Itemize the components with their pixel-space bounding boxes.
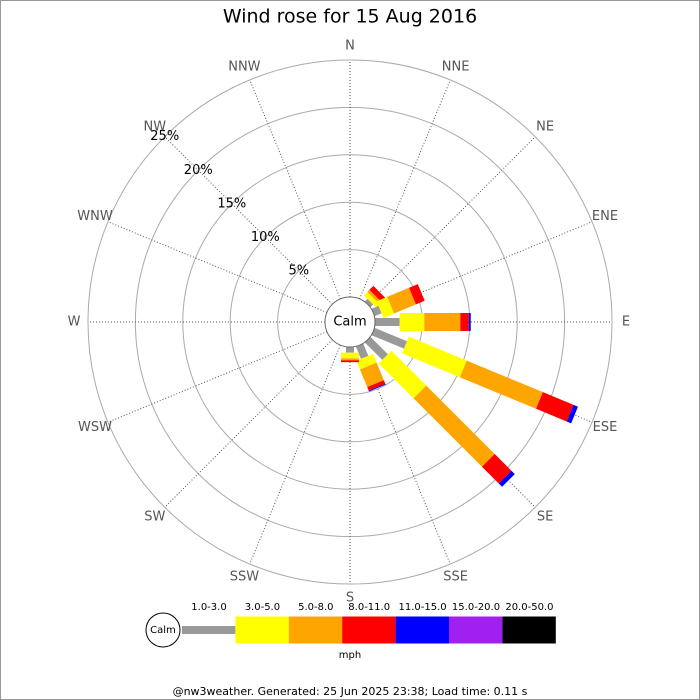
direction-label: N xyxy=(345,39,355,54)
r-tick-label: 5% xyxy=(288,263,309,278)
bar-segment xyxy=(371,327,408,349)
legend-swatch xyxy=(395,616,449,644)
bar-segment xyxy=(468,313,471,331)
bar-segment xyxy=(387,287,416,314)
bar-segment xyxy=(364,298,374,308)
bar-segment xyxy=(399,313,425,331)
bar-segment xyxy=(459,360,543,409)
bar-segment xyxy=(346,347,354,353)
bar-segment xyxy=(409,284,425,305)
direction-line xyxy=(164,136,333,305)
bar-segment xyxy=(369,285,387,303)
direction-label: WNW xyxy=(77,209,113,224)
bar-segment xyxy=(498,470,515,487)
bar-segment xyxy=(424,313,461,331)
bar-segment xyxy=(413,385,495,467)
legend-swatch xyxy=(235,616,289,644)
direction-label: ENE xyxy=(592,209,618,224)
r-tick-label: 10% xyxy=(251,230,280,245)
legend-label: 3.0-5.0 xyxy=(245,602,280,613)
direction-label: SE xyxy=(537,510,553,525)
direction-label: SSE xyxy=(443,569,468,584)
legend-label: 11.0-15.0 xyxy=(399,602,447,613)
legend-swatch xyxy=(342,616,396,644)
direction-label: NE xyxy=(536,119,554,134)
legend-label: 5.0-8.0 xyxy=(298,602,333,613)
legend-label: 15.0-20.0 xyxy=(452,602,500,613)
direction-label: SSW xyxy=(230,569,260,584)
r-tick-label: 15% xyxy=(217,196,246,211)
grid-ring xyxy=(182,154,518,490)
direction-label: E xyxy=(622,315,630,330)
bar-segment xyxy=(460,313,469,331)
bar-segment xyxy=(355,343,369,359)
bar-segment xyxy=(566,404,578,424)
r-tick-label: 25% xyxy=(150,129,179,144)
grid-ring xyxy=(87,59,613,585)
calm-label: Calm xyxy=(333,315,366,330)
calm-circle xyxy=(324,296,376,348)
direction-line xyxy=(107,331,328,423)
bar-segment xyxy=(341,352,359,359)
direction-line xyxy=(359,79,451,300)
legend-swatch xyxy=(449,616,503,644)
bar-segment xyxy=(378,350,427,399)
direction-line xyxy=(164,339,333,508)
direction-line xyxy=(107,221,328,313)
legend-label: 20.0-50.0 xyxy=(505,602,553,613)
direction-label: W xyxy=(68,315,81,330)
direction-label: NW xyxy=(144,119,167,134)
bar-segment xyxy=(367,380,386,391)
direction-label: SW xyxy=(144,510,165,525)
direction-label: WSW xyxy=(78,420,112,435)
bar-segment xyxy=(536,392,574,422)
legend-label: 1.0-3.0 xyxy=(191,602,226,613)
bar-segment xyxy=(402,336,467,378)
bar-segment xyxy=(341,360,359,363)
bar-segment xyxy=(481,453,512,484)
bar-segment xyxy=(374,318,400,326)
direction-line xyxy=(367,136,536,305)
legend-swatch xyxy=(288,616,343,644)
bar-segment xyxy=(371,305,382,317)
legend-calm xyxy=(145,612,181,648)
bar-segment xyxy=(356,353,377,370)
footer: @nw3weather. Generated: 25 Jun 2025 23:3… xyxy=(173,685,528,698)
legend-swatch xyxy=(502,616,556,644)
legend-label: 8.0-11.0 xyxy=(348,602,390,613)
direction-label: ESE xyxy=(593,420,618,435)
bar-segment xyxy=(359,362,384,388)
legend-swatch xyxy=(182,626,236,634)
bar-segment xyxy=(363,291,381,309)
bar-segment xyxy=(364,336,388,360)
direction-label: NNE xyxy=(442,60,470,75)
direction-label: S xyxy=(346,591,354,606)
legend-calm-label: Calm xyxy=(150,625,176,636)
bar-segment xyxy=(368,383,386,392)
chart-title: Wind rose for 15 Aug 2016 xyxy=(223,6,477,28)
bar-segment xyxy=(341,358,359,361)
direction-line xyxy=(249,79,341,300)
direction-line xyxy=(249,344,341,565)
legend-title: mph xyxy=(339,650,361,661)
bar-segment xyxy=(376,296,395,318)
direction-label: NNW xyxy=(228,60,260,75)
